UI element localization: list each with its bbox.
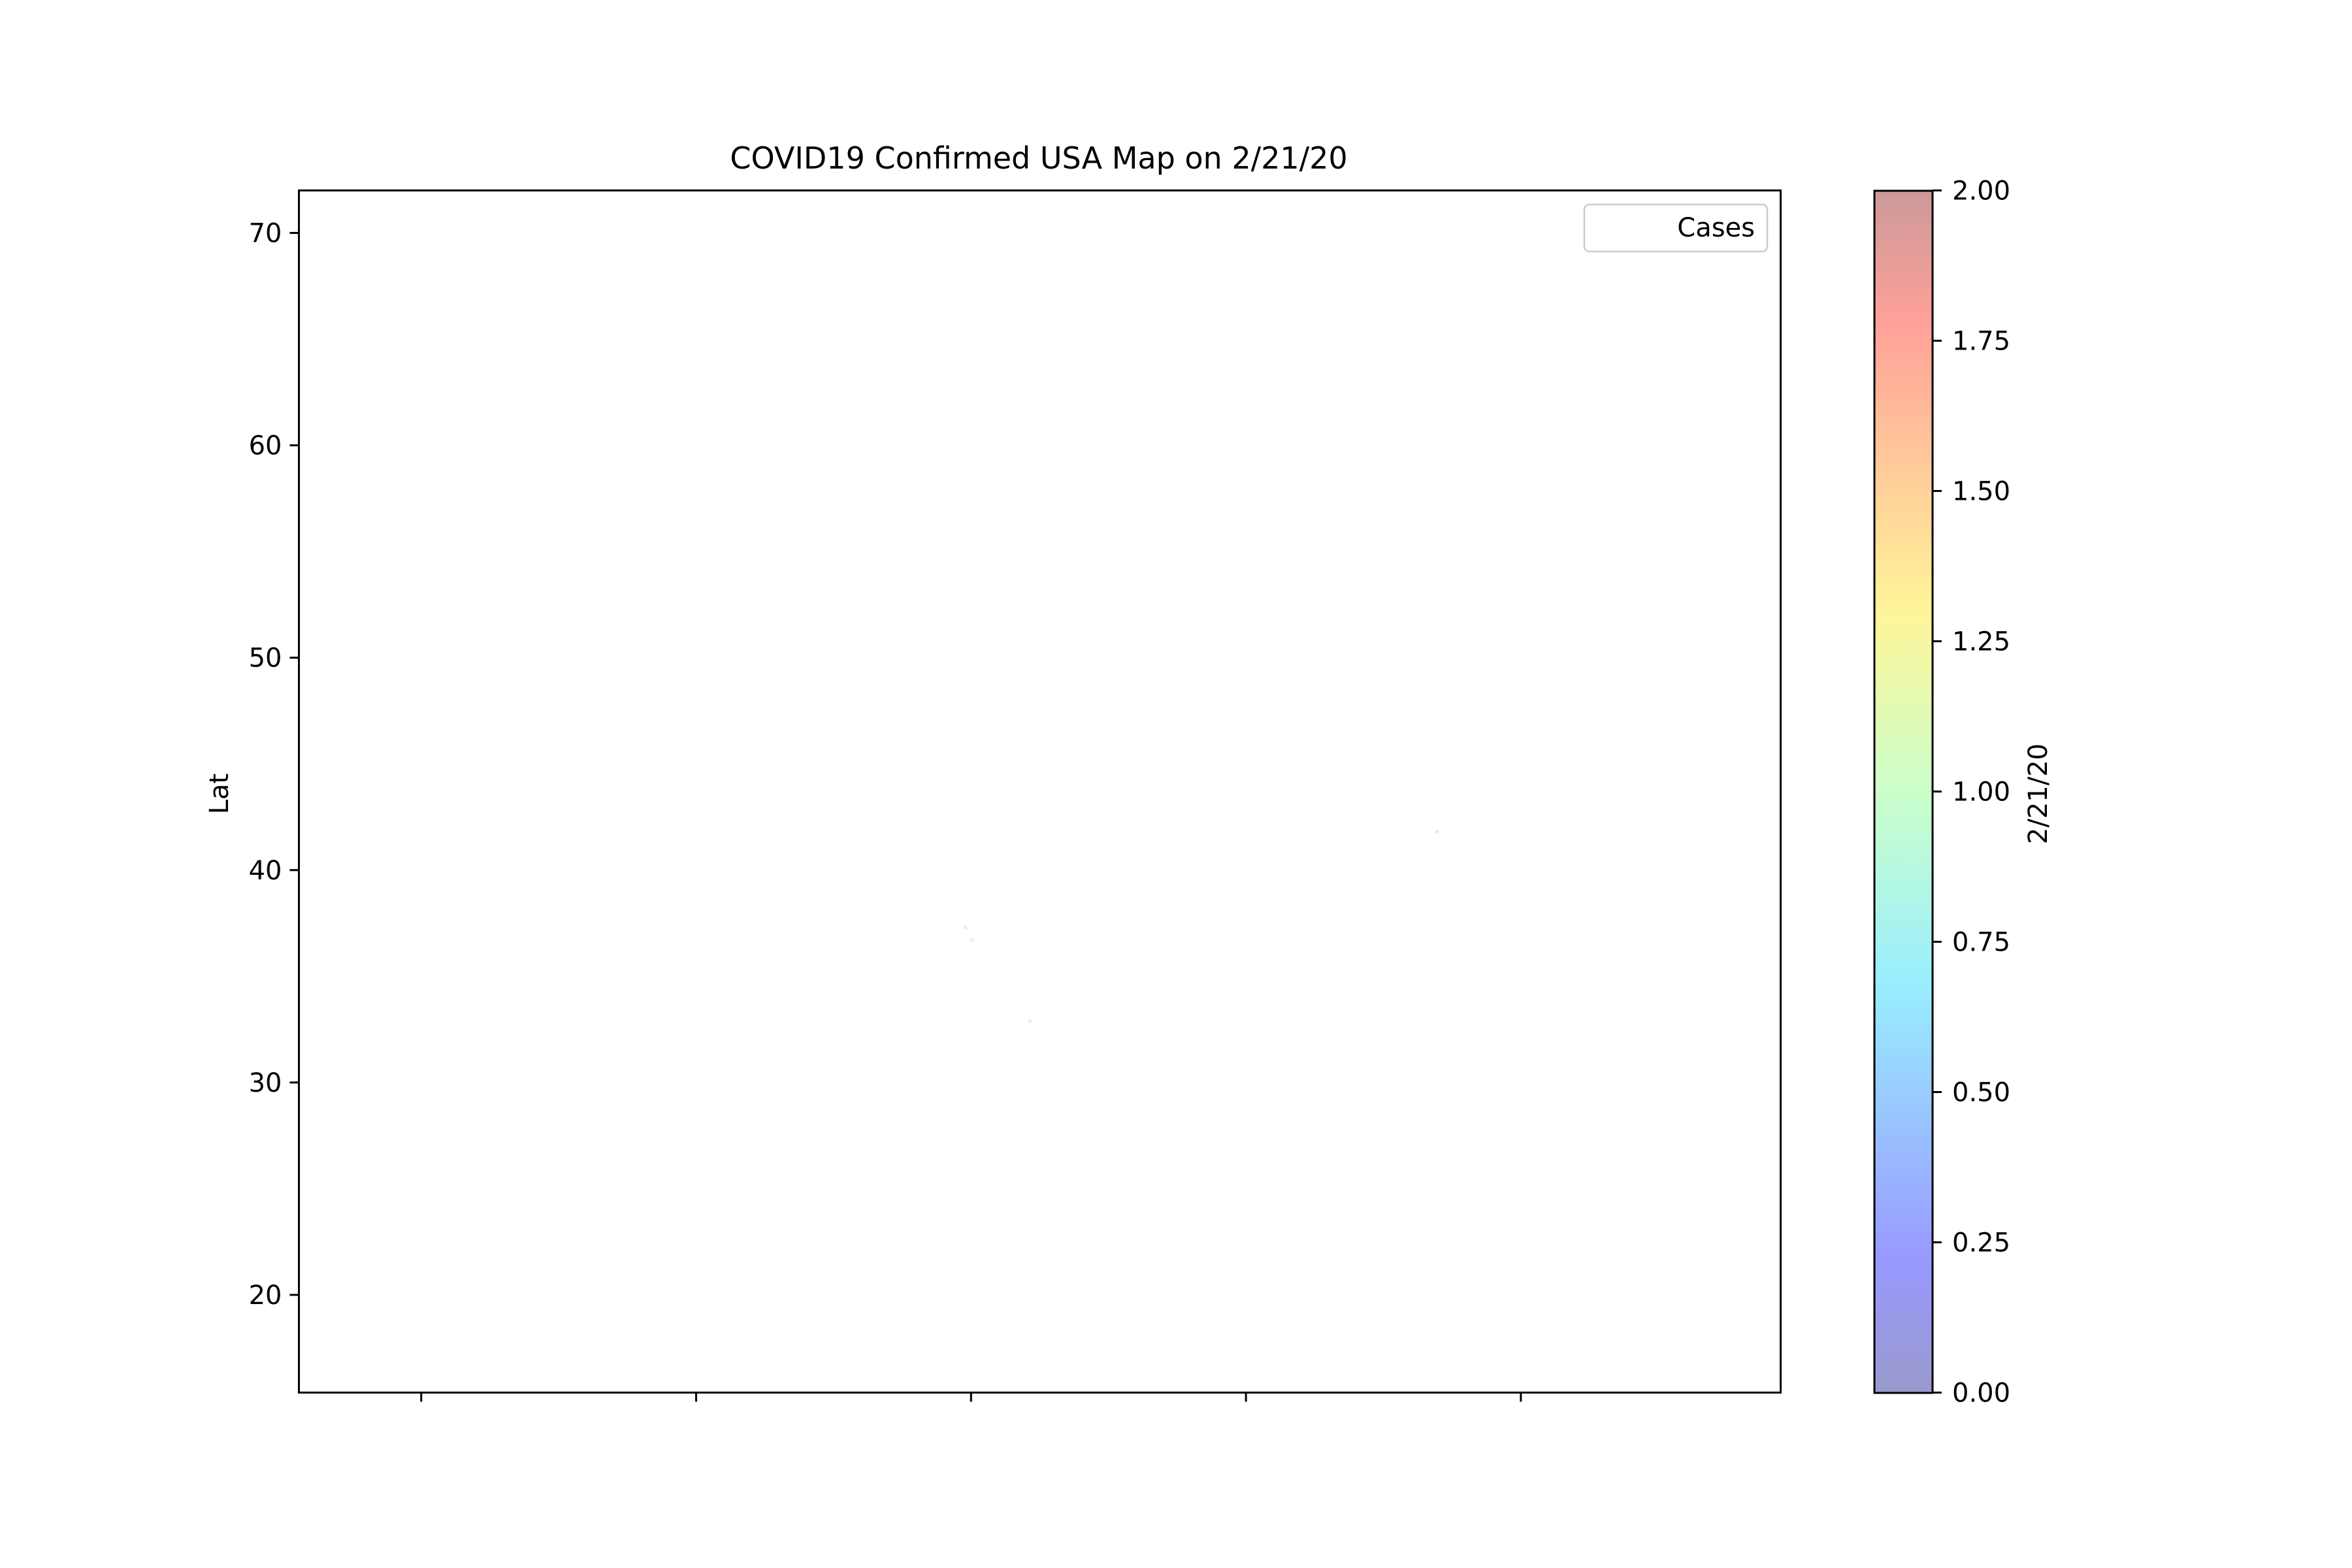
colorbar-tick-label: 1.50 (1952, 477, 2010, 507)
data-point (1435, 830, 1439, 834)
colorbar-tick-label: 1.00 (1952, 777, 2010, 808)
data-point (963, 925, 968, 930)
colorbar-label: 2/21/20 (2023, 743, 2053, 844)
colorbar-tick-label: 1.25 (1952, 627, 2010, 657)
legend-entry-cases: Cases (1677, 213, 1755, 243)
y-tick-label: 60 (249, 431, 282, 461)
colorbar-tick-label: 2.00 (1952, 176, 2010, 206)
colorbar-gradient (1874, 191, 1933, 1393)
data-point (970, 938, 975, 943)
colorbar-tick-label: 0.25 (1952, 1228, 2010, 1258)
plot-area (298, 189, 1782, 1394)
x-axis-ticks (420, 1392, 1522, 1402)
colorbar-tick-label: 0.50 (1952, 1078, 2010, 1108)
y-tick-label: 30 (249, 1068, 282, 1098)
colorbar-ticks: 0.00 0.25 0.50 0.75 1.00 1.25 1.50 1.75 2.00 (1933, 176, 2010, 1409)
y-tick-label: 20 (249, 1281, 282, 1311)
legend-box (1583, 203, 1769, 253)
colorbar-tick-label: 0.75 (1952, 928, 2010, 958)
y-tick-label: 70 (249, 219, 282, 249)
colorbar: 0.00 0.25 0.50 0.75 1.00 1.25 1.50 1.75 2.00 2/2… (1873, 176, 2053, 1409)
legend: Cases (1583, 203, 1769, 253)
y-axis-ticks: 20 30 40 50 60 70 (249, 219, 299, 1311)
chart-title: COVID19 Confirmed USA Map on 2/21/20 (730, 140, 1347, 176)
y-tick-label: 50 (249, 644, 282, 674)
colorbar-tick-label: 0.00 (1952, 1379, 2010, 1409)
y-tick-label: 40 (249, 856, 282, 886)
data-points (963, 830, 1439, 1023)
colorbar-tick-label: 1.75 (1952, 327, 2010, 357)
y-axis-label: Lat (204, 774, 235, 814)
data-point (1028, 1019, 1032, 1023)
